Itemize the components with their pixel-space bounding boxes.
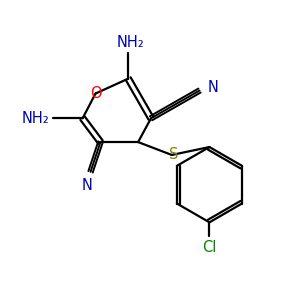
Text: N: N <box>208 80 218 95</box>
Text: O: O <box>90 86 101 101</box>
Text: NH₂: NH₂ <box>116 35 144 50</box>
Text: Cl: Cl <box>202 240 217 255</box>
Text: S: S <box>169 148 178 163</box>
Text: NH₂: NH₂ <box>21 111 49 126</box>
Text: N: N <box>81 178 92 193</box>
